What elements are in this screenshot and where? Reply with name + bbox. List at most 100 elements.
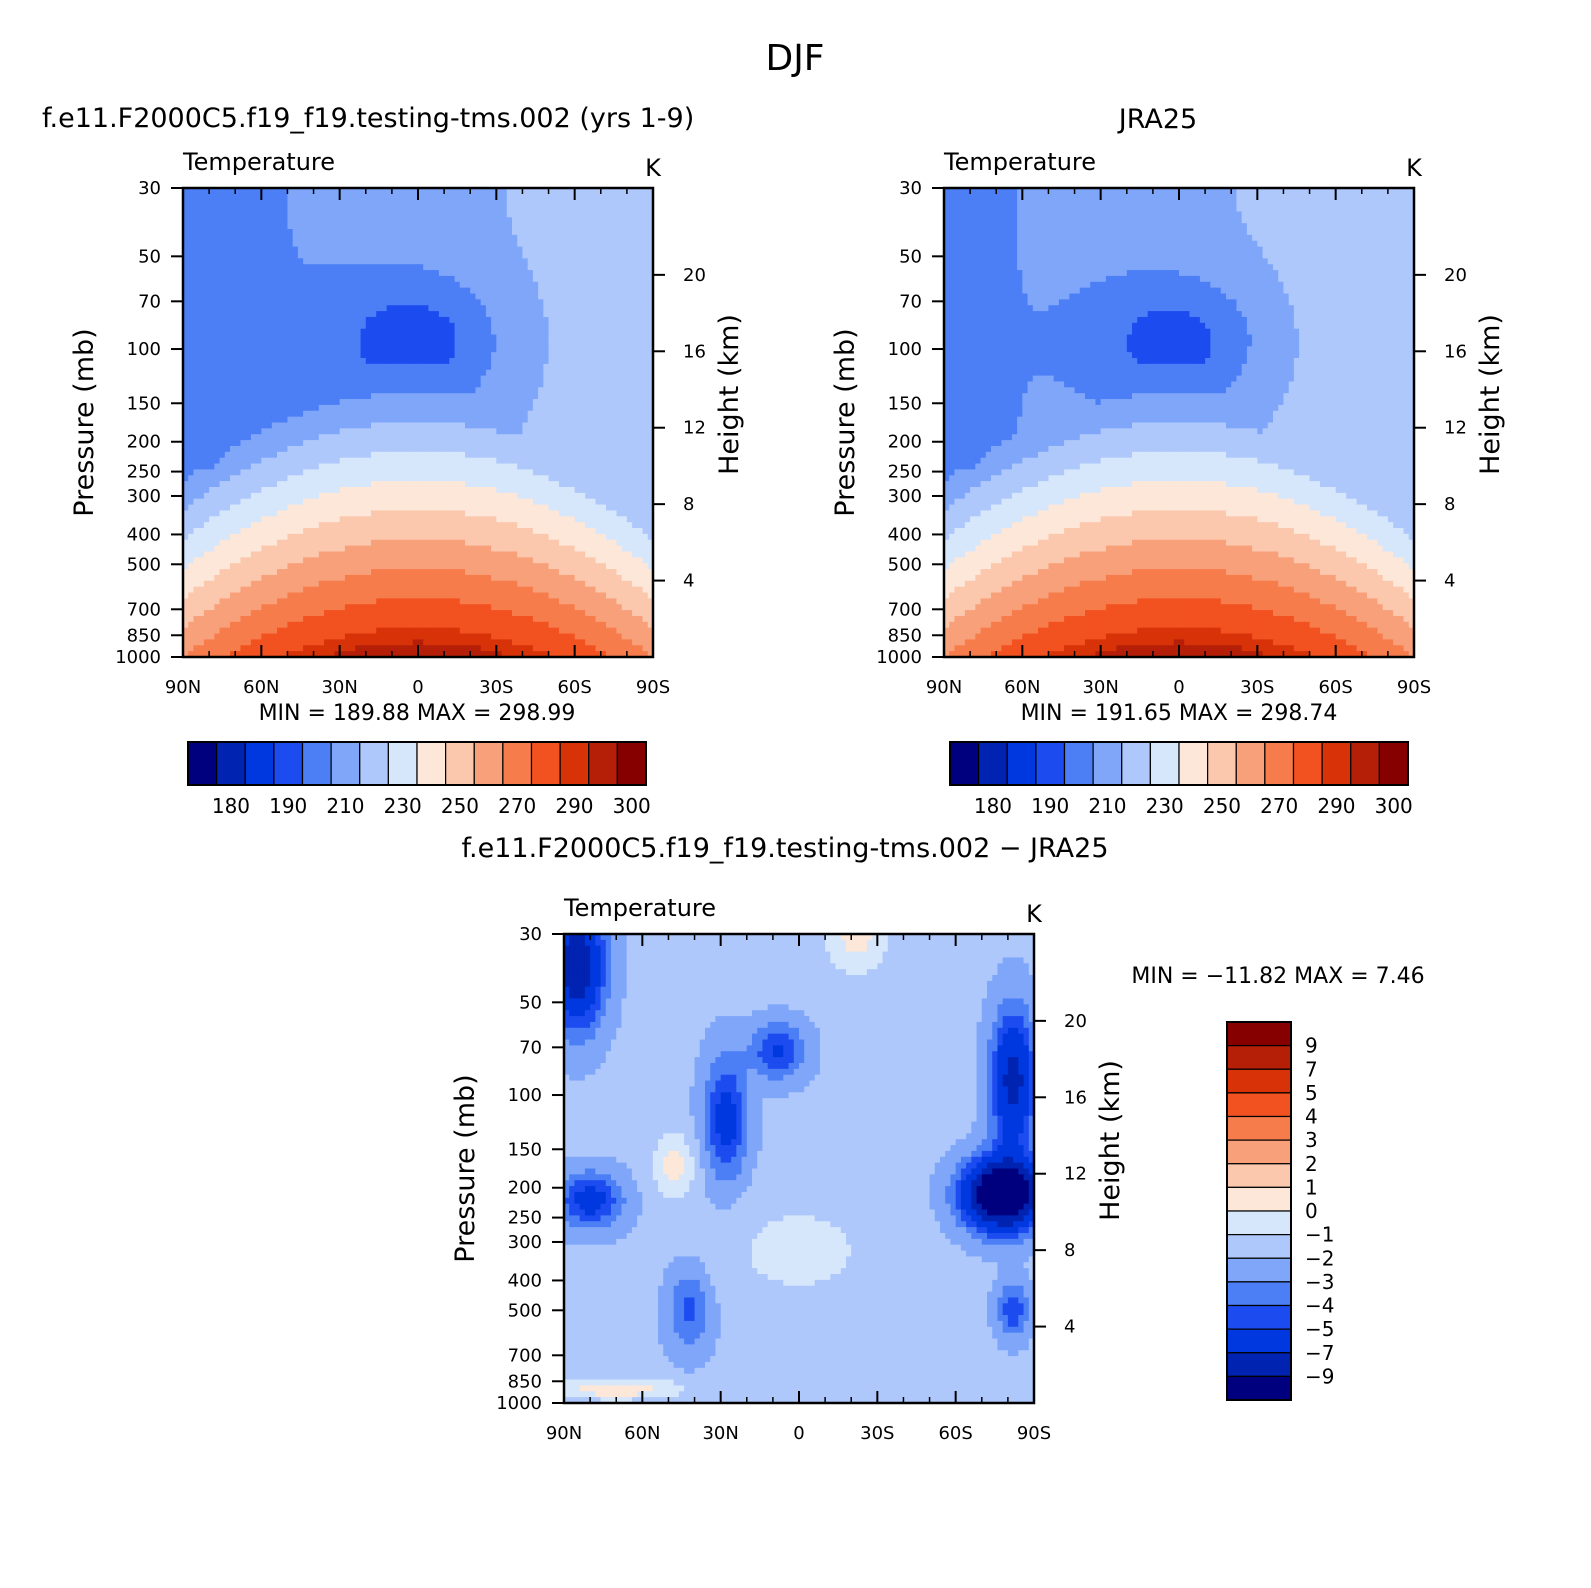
contour-cell — [491, 352, 497, 358]
contour-cell — [465, 206, 471, 212]
contour-cell — [392, 387, 398, 393]
contour-cell — [643, 417, 649, 423]
contour-cell — [413, 241, 419, 247]
contour-cell — [528, 381, 534, 387]
contour-cell — [314, 358, 320, 364]
contour-cell — [209, 258, 215, 264]
contour-cell — [543, 446, 549, 452]
contour-cell — [408, 417, 414, 423]
contour-cell — [423, 223, 429, 229]
contour-cell — [502, 340, 508, 346]
contour-cell — [188, 311, 194, 317]
contour-cell — [392, 247, 398, 253]
contour-cell — [371, 241, 377, 247]
contour-cell — [465, 458, 471, 464]
contour-cell — [392, 440, 398, 446]
contour-cell — [455, 434, 461, 440]
contour-cell — [240, 417, 246, 423]
contour-cell — [308, 493, 314, 499]
contour-cell — [397, 510, 403, 516]
contour-cell — [381, 346, 387, 352]
contour-cell — [470, 364, 476, 370]
contour-cell — [209, 305, 215, 311]
contour-cell — [235, 411, 241, 417]
contour-cell — [298, 475, 304, 481]
contour-cell — [601, 370, 607, 376]
contour-cell — [188, 299, 194, 305]
contour-cell — [502, 364, 508, 370]
contour-cell — [193, 452, 199, 458]
contour-cell — [460, 405, 466, 411]
contour-cell — [428, 458, 434, 464]
contour-cell — [261, 276, 267, 282]
contour-cell — [475, 393, 481, 399]
contour-cell — [632, 346, 638, 352]
contour-cell — [569, 423, 575, 429]
contour-cell — [251, 358, 257, 364]
contour-cell — [408, 481, 414, 487]
contour-cell — [298, 505, 304, 511]
contour-cell — [643, 475, 649, 481]
contour-cell — [465, 481, 471, 487]
contour-cell — [522, 381, 528, 387]
contour-cell — [517, 264, 523, 270]
contour-cell — [538, 282, 544, 288]
contour-cell — [616, 481, 622, 487]
contour-cell — [538, 294, 544, 300]
contour-cell — [611, 481, 617, 487]
contour-cell — [455, 393, 461, 399]
contour-cell — [366, 381, 372, 387]
contour-cell — [230, 358, 236, 364]
contour-cell — [637, 288, 643, 294]
contour-cell — [428, 346, 434, 352]
contour-cell — [261, 346, 267, 352]
contour-cell — [340, 323, 346, 329]
contour-cell — [355, 423, 361, 429]
contour-cell — [261, 376, 267, 382]
contour-cell — [240, 247, 246, 253]
contour-cell — [308, 399, 314, 405]
contour-cell — [528, 399, 534, 405]
contour-cell — [470, 329, 476, 335]
contour-cell — [267, 446, 273, 452]
contour-cell — [428, 428, 434, 434]
contour-cell — [491, 223, 497, 229]
contour-cell — [522, 393, 528, 399]
contour-cell — [329, 340, 335, 346]
contour-cell — [601, 411, 607, 417]
contour-cell — [355, 264, 361, 270]
contour-cell — [569, 335, 575, 341]
contour-cell — [428, 299, 434, 305]
contour-cell — [402, 329, 408, 335]
contour-cell — [413, 423, 419, 429]
contour-cell — [361, 399, 367, 405]
contour-cell — [434, 235, 440, 241]
contour-cell — [491, 376, 497, 382]
contour-cell — [387, 376, 393, 382]
contour-cell — [470, 217, 476, 223]
contour-cell — [324, 434, 330, 440]
contour-cell — [334, 235, 340, 241]
contour-cell — [371, 464, 377, 470]
contour-cell — [408, 270, 414, 276]
contour-cell — [287, 411, 293, 417]
contour-cell — [596, 335, 602, 341]
contour-cell — [319, 264, 325, 270]
contour-cell — [439, 411, 445, 417]
contour-cell — [293, 211, 299, 217]
contour-cell — [199, 294, 205, 300]
contour-cell — [251, 423, 257, 429]
contour-cell — [220, 264, 226, 270]
contour-cell — [585, 346, 591, 352]
contour-cell — [522, 405, 528, 411]
contour-cell — [225, 387, 231, 393]
contour-cell — [277, 423, 283, 429]
contour-cell — [444, 452, 450, 458]
contour-cell — [267, 241, 273, 247]
contour-cell — [533, 264, 539, 270]
contour-cell — [428, 370, 434, 376]
contour-cell — [214, 235, 220, 241]
contour-cell — [240, 305, 246, 311]
contour-cell — [554, 276, 560, 282]
contour-cell — [439, 381, 445, 387]
